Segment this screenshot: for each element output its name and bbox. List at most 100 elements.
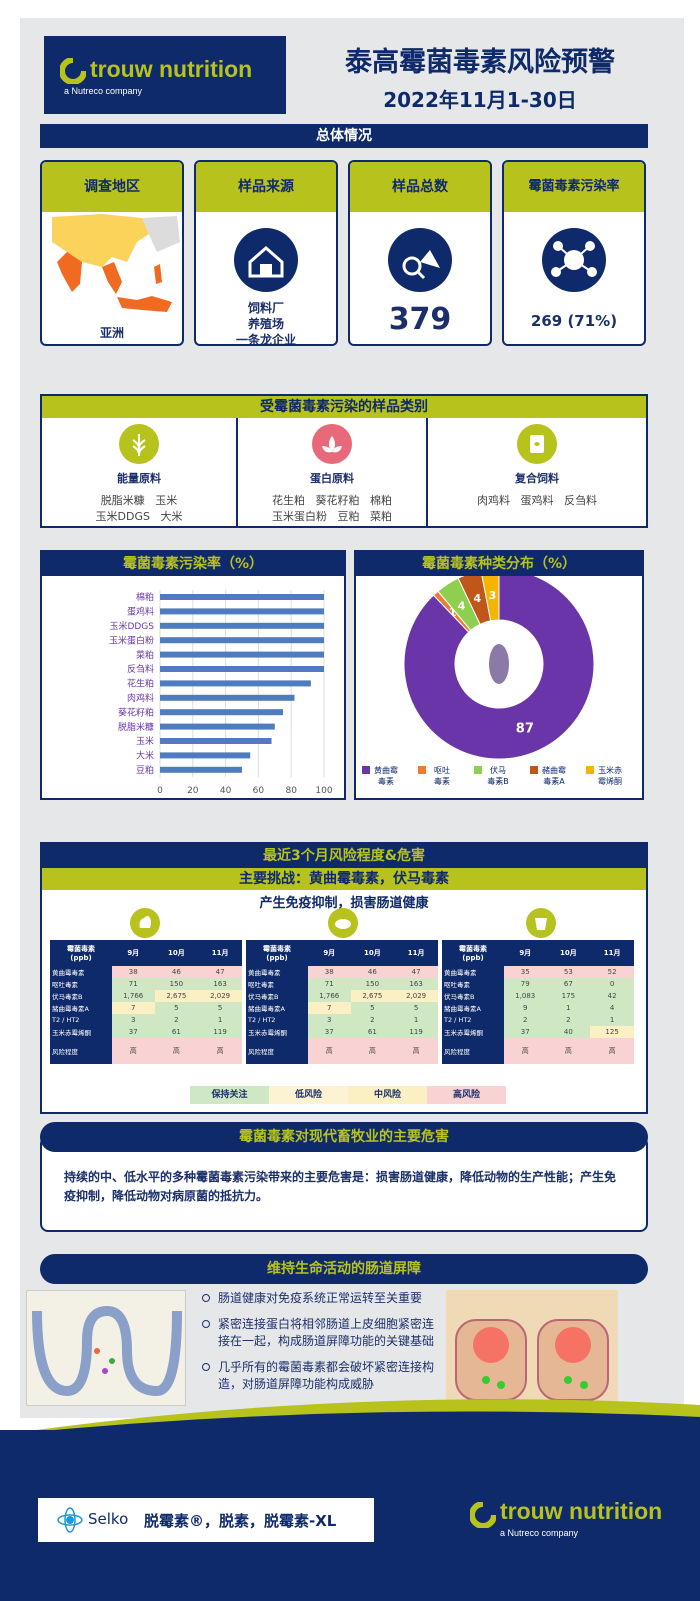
risk-row-label: T2 / HT2 [442, 1014, 504, 1026]
legend-label: 赭曲霉 [542, 765, 566, 775]
product-box: Selko 脱霉素®，脱素，脱霉素-XL [38, 1498, 374, 1542]
risk-cell: 46 [350, 966, 395, 978]
risk-cell: 37 [308, 1026, 351, 1038]
risk-cell: 1 [546, 1002, 591, 1014]
legend-label: 毒素 [378, 776, 394, 786]
risk-row-label: 风险程度 [50, 1038, 112, 1064]
risk-cell: 119 [198, 1026, 242, 1038]
risk-row-label: 玉米赤霉烯酮 [442, 1026, 504, 1038]
risk-cell: 150 [350, 978, 395, 990]
risk-cell: 38 [112, 966, 155, 978]
logo-text: trouw nutrition [90, 56, 253, 82]
bar [160, 766, 242, 773]
legend-swatch [586, 766, 594, 774]
page-title: 泰高霉菌毒素风险预警 [345, 47, 615, 78]
category-label: 棉粕 [136, 591, 154, 603]
risk-row-label: T2 / HT2 [50, 1014, 112, 1026]
risk-row-label: 赭曲霉毒素A [442, 1002, 504, 1014]
legend-watch: 保持关注 [190, 1086, 269, 1104]
footer-wave [0, 1399, 700, 1435]
bar [160, 651, 324, 658]
risk-subtitle: 产生免疫抑制，损害肠道健康 [259, 896, 429, 911]
category-items: 花生粕 葵花籽粕 棉粕 [272, 494, 392, 507]
category-label: 菜粕 [136, 649, 154, 661]
gut-diagram-image [26, 1290, 186, 1406]
category-compound: 复合饲料 肉鸡料 蛋鸡料 反刍料 [428, 420, 646, 526]
chicken-icon [130, 908, 160, 938]
legend-label: 毒素A [543, 776, 565, 786]
risk-row-label: 风险程度 [442, 1038, 504, 1064]
bar [160, 666, 324, 672]
risk-cell: 5 [394, 1002, 438, 1014]
risk-row-label: 呕吐毒素 [442, 978, 504, 990]
bar [160, 694, 295, 701]
risk-challenge: 主要挑战：黄曲霉毒素，伏马毒素 [42, 868, 646, 890]
risk-cell: 53 [546, 966, 591, 978]
bar-chart-panel: 霉菌毒素污染率（%） 0 20 40 60 80 100 棉粕 蛋鸡料 玉米DDGS 玉米蛋白粉菜… [40, 550, 346, 800]
risk-table-poultry: 霉菌毒素 (ppb) 9月 10月 11月 黄曲霉毒素 38 46 47 呕吐毒素 71 150 16… [50, 940, 242, 1064]
risk-cell: 高 [112, 1038, 155, 1064]
x-tick-label: 40 [220, 786, 232, 796]
x-tick-label: 20 [187, 786, 199, 796]
category-label: 反刍料 [127, 663, 154, 675]
risk-row-label: 黄曲霉毒素 [442, 966, 504, 978]
gut-bullet: 紧密连接蛋白将相邻肠道上皮细胞紧密连接在一起，构成肠道屏障功能的关键基础 [200, 1316, 440, 1350]
footer: Selko 脱霉素®，脱素，脱霉素-XL trouw nutrition a N… [0, 1430, 700, 1601]
bar [160, 622, 324, 629]
risk-cell: 高 [350, 1038, 395, 1064]
card-head: 霉菌毒素污染率 [504, 162, 644, 212]
risk-cell: 2,029 [394, 990, 438, 1002]
trouw-logo-icon [60, 58, 86, 84]
risk-row-label: 赭曲霉毒素A [50, 1002, 112, 1014]
categories-box: 受霉菌毒素污染的样品类别 能量原料 脱脂米糠 玉米 玉米DDGS 大米 蛋白原料… [40, 394, 648, 528]
category-label: 玉米DDGS [109, 620, 154, 632]
risk-table-header: 10月 [154, 940, 199, 966]
risk-cell: 高 [504, 1038, 547, 1064]
risk-cell: 163 [198, 978, 242, 990]
risk-cell: 2,675 [350, 990, 395, 1002]
risk-cell: 175 [546, 990, 591, 1002]
bar-chart-title: 霉菌毒素污染率（%） [42, 552, 344, 576]
risk-table-header: 9月 [308, 940, 351, 966]
legend-swatch [418, 766, 426, 774]
risk-table-ruminant: 霉菌毒素 (ppb) 9月 10月 11月 黄曲霉毒素 35 53 52 呕吐毒素 79 67 0 伏马… [442, 940, 634, 1064]
pie-data-label: 4 [458, 600, 466, 613]
risk-cell: 46 [154, 966, 199, 978]
logo: trouw nutrition a Nutreco company [44, 36, 286, 114]
overview-title: 总体情况 [40, 124, 648, 148]
card-region: 调查地区 亚洲 [40, 160, 184, 346]
risk-row-label: 赭曲霉毒素A [246, 1002, 308, 1014]
gut-title: 维持生命活动的肠道屏障 [40, 1254, 648, 1284]
bar [160, 752, 251, 759]
x-tick-label: 60 [253, 786, 265, 796]
risk-cell: 125 [590, 1026, 634, 1038]
risk-cell: 2 [350, 1014, 395, 1026]
pie-data-label: 1 [449, 606, 457, 619]
source-line: 饲料厂 [247, 301, 284, 315]
category-items: 玉米DDGS 大米 [95, 510, 183, 523]
category-label: 花生粕 [127, 678, 154, 690]
region-value: 亚洲 [99, 326, 124, 340]
bar [160, 709, 283, 716]
risk-cell: 高 [590, 1038, 634, 1064]
trouw-logo-icon [470, 1502, 496, 1528]
risk-cell: 37 [112, 1026, 155, 1038]
risk-cell: 47 [394, 966, 438, 978]
risk-cell: 5 [198, 1002, 242, 1014]
risk-cell: 71 [308, 978, 351, 990]
risk-cell: 61 [154, 1026, 199, 1038]
category-items: 玉米蛋白粉 豆粕 菜粕 [272, 510, 392, 523]
category-items: 肉鸡料 蛋鸡料 反刍料 [477, 494, 597, 507]
risk-row-label: 黄曲霉毒素 [50, 966, 112, 978]
risk-row-label: 伏马毒素B [246, 990, 308, 1002]
barn-icon [234, 228, 298, 292]
risk-cell: 3 [308, 1014, 351, 1026]
risk-cell: 7 [112, 1002, 155, 1014]
risk-cell: 2,675 [154, 990, 199, 1002]
risk-title: 最近3个月风险程度&危害 [42, 844, 646, 868]
risk-table-header: 11月 [198, 940, 242, 966]
risk-cell: 2 [154, 1014, 199, 1026]
risk-cell: 79 [504, 978, 547, 990]
risk-table-header: 霉菌毒素 (ppb) [50, 940, 112, 966]
category-label: 大米 [136, 750, 154, 762]
